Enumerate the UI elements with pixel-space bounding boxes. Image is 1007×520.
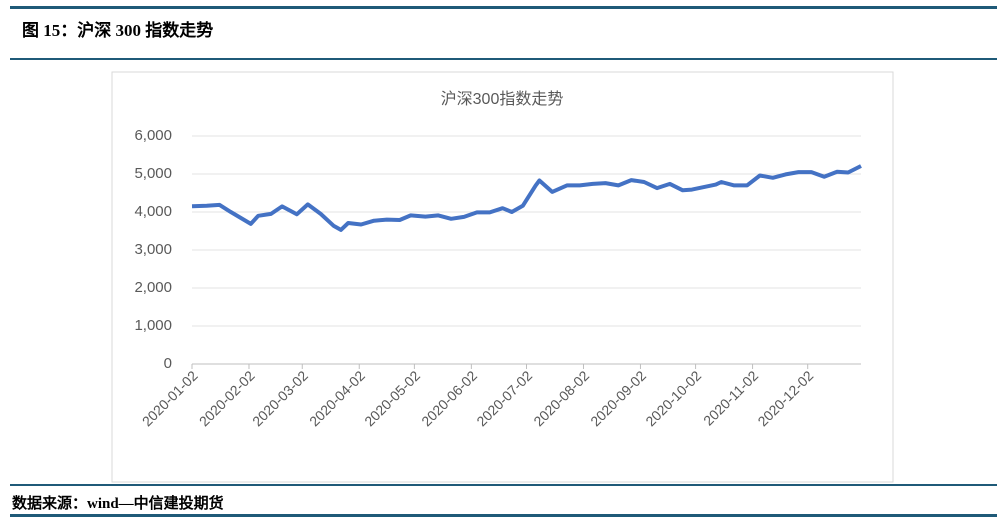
title-rule <box>10 58 997 60</box>
chart: 沪深300指数走势 0 1,000 2,000 3,000 4,000 5,000 6,00… <box>111 71 894 483</box>
y-tick-label: 0 <box>164 355 172 372</box>
top-rule <box>10 6 997 9</box>
chart-frame <box>111 71 894 483</box>
y-tick-label: 3,000 <box>134 241 172 258</box>
source: 数据来源：wind—中信建投期货 <box>12 496 224 512</box>
y-tick-label: 5,000 <box>134 165 172 182</box>
y-tick-label: 4,000 <box>134 203 172 220</box>
figure-title: 图 15：沪深 300 指数走势 <box>22 21 214 40</box>
bottom-rule <box>10 514 997 517</box>
y-tick-label: 6,000 <box>134 127 172 144</box>
y-tick-label: 1,000 <box>134 317 172 334</box>
source-rule <box>10 484 997 486</box>
y-tick-label: 2,000 <box>134 279 172 296</box>
index-line <box>191 164 862 232</box>
chart-title: 沪深300指数走势 <box>441 90 564 108</box>
